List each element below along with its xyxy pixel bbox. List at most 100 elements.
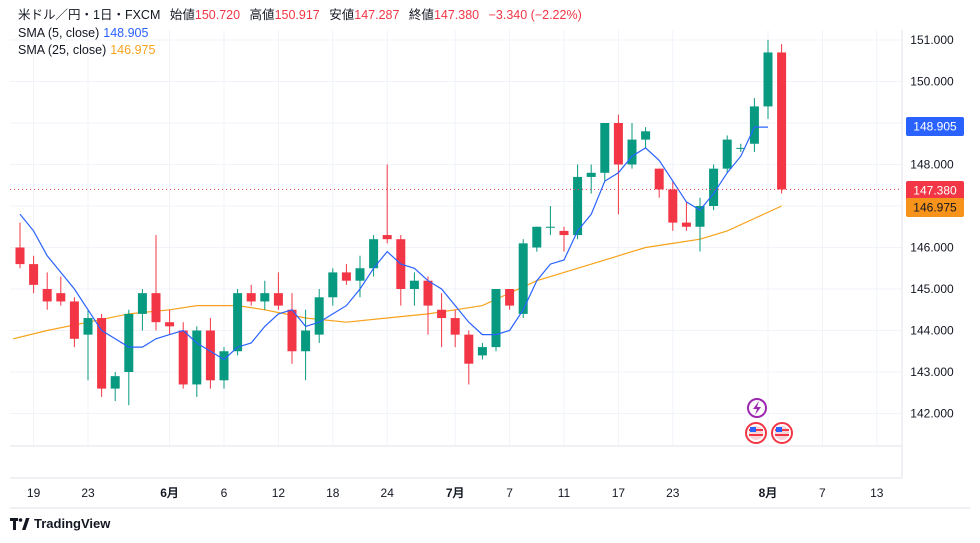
down-candle: [668, 181, 678, 231]
up-candle: [124, 309, 134, 406]
up-candle: [763, 40, 773, 119]
down-candle: [559, 226, 569, 252]
sma5-price-tag-label: 148.905: [913, 120, 957, 134]
y-tick-label: 146.000: [910, 241, 954, 255]
x-tick-label: 11: [558, 486, 571, 500]
us-flag-event-icon[interactable]: [745, 422, 767, 444]
up-candle: [219, 347, 229, 389]
candle-body: [192, 330, 202, 385]
tradingview-logo-icon: [10, 517, 30, 530]
down-candle: [437, 293, 447, 348]
candle-body: [423, 280, 433, 306]
up-candle: [749, 98, 759, 153]
low-value: 147.287: [354, 8, 400, 22]
up-candle: [192, 326, 202, 397]
down-candle: [246, 284, 256, 306]
up-candle: [477, 342, 487, 360]
candle-body: [42, 289, 52, 302]
down-candle: [205, 318, 215, 389]
up-candle: [369, 235, 379, 277]
symbol-label: 米ドル／円・1日・FXCM: [18, 8, 161, 22]
candle-body: [246, 293, 256, 302]
candle-body: [83, 318, 93, 335]
candle-body: [137, 293, 147, 314]
x-tick-label: 23: [81, 486, 95, 500]
down-candle: [505, 289, 515, 310]
sma25-legend[interactable]: SMA (25, close) 146.975: [18, 41, 155, 59]
down-candle: [69, 297, 79, 348]
candle-body: [464, 334, 474, 364]
sma25-price-tag: [906, 198, 964, 217]
candle-body: [736, 147, 746, 149]
x-tick-label: 12: [272, 486, 286, 500]
down-candle: [681, 201, 691, 231]
down-candle: [42, 272, 52, 310]
x-tick-label: 6: [221, 486, 228, 500]
candle-body: [437, 309, 447, 319]
down-candle: [29, 255, 39, 294]
up-candle: [301, 309, 311, 381]
up-candle: [722, 135, 732, 173]
candle-body: [29, 264, 39, 285]
candle-body: [205, 330, 215, 381]
us-flag-event-icon-2[interactable]: [771, 422, 793, 444]
sma25-value: 146.975: [110, 43, 156, 57]
candle-body: [56, 293, 66, 302]
y-tick-label: 145.000: [910, 282, 954, 296]
up-candle: [491, 289, 501, 352]
candle-body: [369, 239, 379, 269]
sma5-label: SMA (5, close): [18, 26, 100, 40]
lightning-event-icon[interactable]: [747, 398, 767, 418]
up-candle: [233, 289, 243, 356]
high-value: 150.917: [274, 8, 320, 22]
down-candle: [423, 276, 433, 335]
candle-body: [124, 313, 134, 372]
up-candle: [328, 268, 338, 306]
x-tick-label: 7月: [446, 486, 465, 500]
y-tick-label: 142.000: [910, 407, 954, 421]
up-candle: [573, 164, 583, 240]
candle-body: [97, 318, 107, 389]
candle-body: [668, 189, 678, 223]
up-candle: [545, 206, 555, 236]
time-axis[interactable]: 19 23 6月 6 12 18 24 7月 7 11 17 23 8月 7 13: [27, 486, 884, 500]
price-axis[interactable]: 151.000150.000149.000148.000147.000146.0…: [910, 33, 954, 421]
brand-footer[interactable]: TradingView: [10, 516, 110, 531]
x-tick-label: 13: [870, 486, 884, 500]
down-candle: [151, 235, 161, 331]
change-value: −3.340 (−2.22%): [488, 8, 582, 22]
candle-body: [477, 347, 487, 356]
brand-name: TradingView: [34, 516, 111, 531]
candle-body: [695, 206, 705, 227]
last-price-tag-label: 147.380: [913, 184, 957, 198]
candle-body: [69, 301, 79, 339]
down-candle: [613, 114, 623, 215]
sma5-price-tag: [906, 117, 964, 136]
sma5-legend[interactable]: SMA (5, close) 148.905: [18, 24, 148, 42]
candle-body: [681, 222, 691, 227]
candle-body: [654, 168, 664, 190]
candle-body: [219, 351, 229, 381]
price-tags: 148.905 147.380 146.975: [906, 117, 964, 217]
candle-body: [600, 123, 610, 173]
down-candle: [165, 309, 175, 335]
candle-body: [586, 172, 596, 177]
close-label: 終値: [408, 8, 434, 22]
up-candle: [110, 372, 120, 402]
down-candle: [56, 276, 66, 306]
down-candle: [15, 222, 25, 269]
down-candle: [287, 293, 297, 364]
down-candle: [464, 330, 474, 385]
candle-body: [491, 289, 501, 348]
open-value: 150.720: [194, 8, 241, 22]
down-candle: [777, 44, 787, 194]
down-candle: [450, 309, 460, 348]
event-markers[interactable]: [745, 398, 793, 444]
candle-body: [545, 226, 555, 228]
up-candle: [409, 272, 419, 306]
x-tick-label: 18: [326, 486, 340, 500]
up-candle: [83, 309, 93, 381]
candle-body: [110, 376, 120, 389]
down-candle: [396, 235, 406, 306]
